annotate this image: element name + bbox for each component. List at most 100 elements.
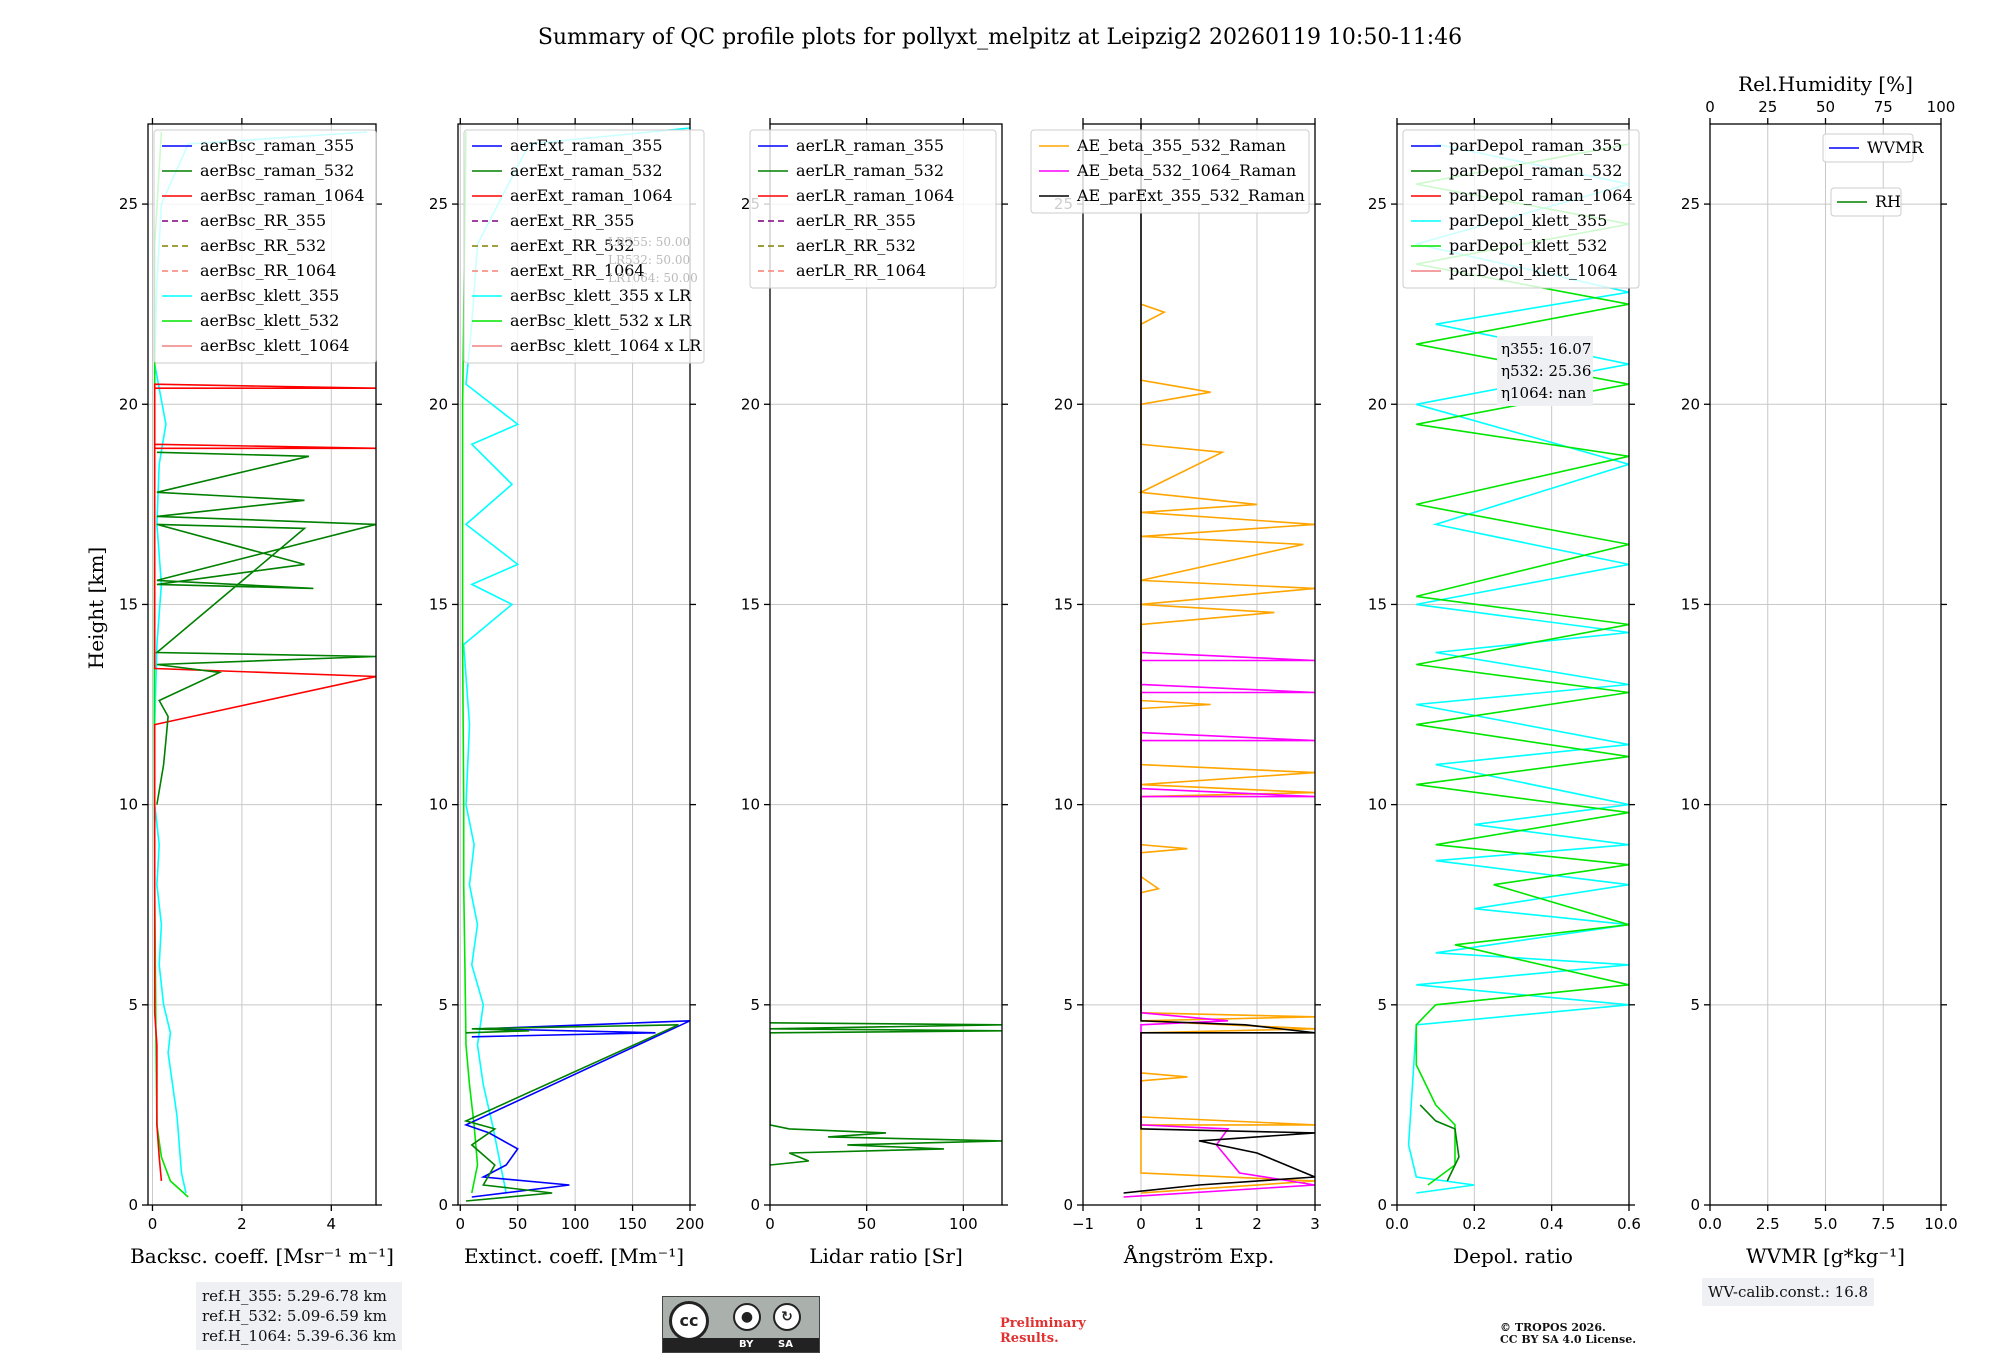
series-line-aerExt_raman_532 — [463, 1024, 679, 1202]
x-tick-label: 2 — [237, 1215, 247, 1233]
y-tick-label: 10 — [429, 796, 448, 814]
legend: AE_beta_355_532_Raman AE_beta_532_1064_Ra… — [1030, 129, 1310, 214]
y-tick-label: 0 — [1690, 1196, 1700, 1214]
panel-depolarization: 0.0 0.2 0.4 0.6 0 5 10 15 20 25 Depol. ratio parDep… — [1368, 118, 1641, 1268]
cc-icon: cc — [669, 1301, 709, 1341]
legend-entry: parDepol_klett_1064 — [1449, 261, 1618, 280]
x-tick-label: 4 — [327, 1215, 337, 1233]
series-line-parDepol_klett_532 — [1415, 143, 1629, 1186]
legend-entry: aerExt_RR_355 — [510, 211, 634, 230]
y-tick-label: 5 — [438, 996, 448, 1014]
legend: WVMR RH — [1822, 133, 1924, 217]
y-tick-label: 10 — [741, 796, 760, 814]
series-group — [461, 127, 690, 1202]
y-axis-label: Height [km] — [84, 547, 108, 669]
figure-title: Summary of QC profile plots for pollyxt_… — [538, 25, 1462, 50]
preliminary-line-2: Results. — [1000, 1331, 1059, 1346]
axes-frame — [769, 123, 1003, 1206]
x-tick-label: 2 — [1252, 1215, 1262, 1233]
legend-entry: AE_beta_355_532_Raman — [1076, 136, 1286, 155]
legend: aerLR_raman_355 aerLR_raman_532 aerLR_rama… — [749, 129, 997, 289]
legend-frame — [463, 129, 705, 364]
x-tick-label: 5.0 — [1814, 1215, 1838, 1233]
cc-logo-bar — [663, 1338, 819, 1352]
legend-entry: aerBsc_klett_355 — [200, 286, 339, 305]
eta-annotation: η355: 16.07 — [1501, 340, 1591, 358]
y-tick-label: 15 — [429, 595, 448, 613]
y-tick-label: 20 — [429, 395, 448, 413]
x-tick-label: 10.0 — [1924, 1215, 1957, 1233]
y-tick-label: 25 — [1368, 195, 1387, 213]
cc-by-label: BY — [739, 1339, 754, 1350]
x-tick-label: 150 — [618, 1215, 647, 1233]
x-tick-label: 2.5 — [1756, 1215, 1780, 1233]
legend-entry: aerBsc_klett_532 x LR — [510, 311, 692, 330]
lidar-ratio-annotation: LR355: 50.00 — [608, 235, 690, 249]
x-tick-label: 1 — [1194, 1215, 1204, 1233]
series-line-aerLR_raman_532 — [770, 1022, 1002, 1166]
x-axis-label: Ångström Exp. — [1123, 1243, 1274, 1268]
panel-water_vapor: 0.0 2.5 5.0 7.5 10.0 0 5 10 15 20 25 WVMR [g*kg⁻¹] 0… — [1681, 72, 1958, 1268]
legend-entry: aerBsc_raman_355 — [200, 136, 354, 155]
x-tick-label: 7.5 — [1871, 1215, 1895, 1233]
legend-entry: aerExt_raman_1064 — [510, 186, 673, 205]
secondary-x-tick-label: 75 — [1874, 98, 1893, 116]
y-tick-label: 15 — [1681, 595, 1700, 613]
y-tick-label: 5 — [750, 996, 760, 1014]
y-tick-label: 5 — [1690, 996, 1700, 1014]
legend-entry: parDepol_klett_355 — [1449, 211, 1607, 230]
preliminary-line-1: Preliminary — [1000, 1316, 1086, 1331]
copyright-note: © TROPOS 2026. CC BY SA 4.0 License. — [1500, 1322, 1636, 1346]
legend-frame — [1822, 133, 1914, 163]
x-tick-label: 0 — [456, 1215, 466, 1233]
y-tick-label: 0 — [128, 1196, 138, 1214]
legend-entry: parDepol_raman_1064 — [1449, 186, 1633, 205]
y-tick-label: 20 — [741, 395, 760, 413]
copyright-line-2: CC BY SA 4.0 License. — [1500, 1333, 1637, 1346]
panel-backscatter: 0 2 4 0 5 10 15 20 25 Backsc. coeff. [Msr⁻¹ m⁻¹] a… — [119, 118, 394, 1268]
ref-h-355: ref.H_355: 5.29-6.78 km — [202, 1287, 387, 1305]
legend-entry: aerExt_raman_355 — [510, 136, 663, 155]
x-tick-label: 100 — [561, 1215, 590, 1233]
secondary-x-tick-label: 0 — [1705, 98, 1715, 116]
legend-entry: AE_beta_532_1064_Raman — [1076, 161, 1296, 180]
legend-entry: aerLR_raman_355 — [796, 136, 944, 155]
series-line-aerBsc_klett_532 x LR — [461, 131, 479, 1194]
wv-calib-const: WV-calib.const.: 16.8 — [1708, 1283, 1869, 1301]
series-line-AE_beta_532_1064_Raman — [1123, 651, 1315, 1198]
series-group — [1123, 124, 1315, 1198]
y-tick-label: 0 — [1377, 1196, 1387, 1214]
series-line-aerBsc_raman_1064 — [153, 383, 376, 1182]
y-tick-label: 20 — [1054, 395, 1073, 413]
series-line-aerBsc_raman_532 — [154, 451, 376, 805]
y-tick-label: 10 — [119, 796, 138, 814]
eta-annotation: η532: 25.36 — [1501, 362, 1591, 380]
by-person-icon: ● — [733, 1303, 761, 1331]
y-tick-label: 25 — [429, 195, 448, 213]
eta-annotation: η1064: nan — [1501, 384, 1587, 402]
panel-lidar_ratio: 0501000510152025Lidar ratio [Sr]aerLR_ra… — [741, 118, 1008, 1268]
preliminary-results-note: Preliminary Results. — [1000, 1316, 1086, 1346]
y-tick-label: 20 — [119, 395, 138, 413]
x-tick-label: 50 — [508, 1215, 527, 1233]
x-tick-label: 0 — [765, 1215, 775, 1233]
x-tick-label: −1 — [1072, 1215, 1094, 1233]
x-axis-label: Lidar ratio [Sr] — [809, 1244, 963, 1268]
legend: aerExt_raman_355 aerExt_raman_532 aerExt_r… — [463, 129, 705, 364]
legend-entry: RH — [1875, 192, 1901, 211]
eta-annotation-box — [1497, 336, 1593, 406]
legend-entry: parDepol_raman_532 — [1449, 161, 1622, 180]
x-tick-label: 100 — [949, 1215, 978, 1233]
series-line-AE_beta_355_532_Raman — [1138, 303, 1315, 1194]
legend: aerBsc_raman_355 aerBsc_raman_532 aerBsc_r… — [153, 129, 377, 364]
legend-frame — [1030, 129, 1310, 214]
y-tick-label: 15 — [1054, 595, 1073, 613]
series-group — [770, 1022, 1002, 1166]
x-axis-label: Extinct. coeff. [Mm⁻¹] — [464, 1244, 684, 1268]
series-line-aerExt_raman_355 — [463, 1020, 690, 1198]
legend-entry: aerBsc_klett_532 — [200, 311, 339, 330]
legend-frame — [153, 129, 377, 364]
lidar-ratio-annotation: LR1064: 50.00 — [608, 271, 698, 285]
